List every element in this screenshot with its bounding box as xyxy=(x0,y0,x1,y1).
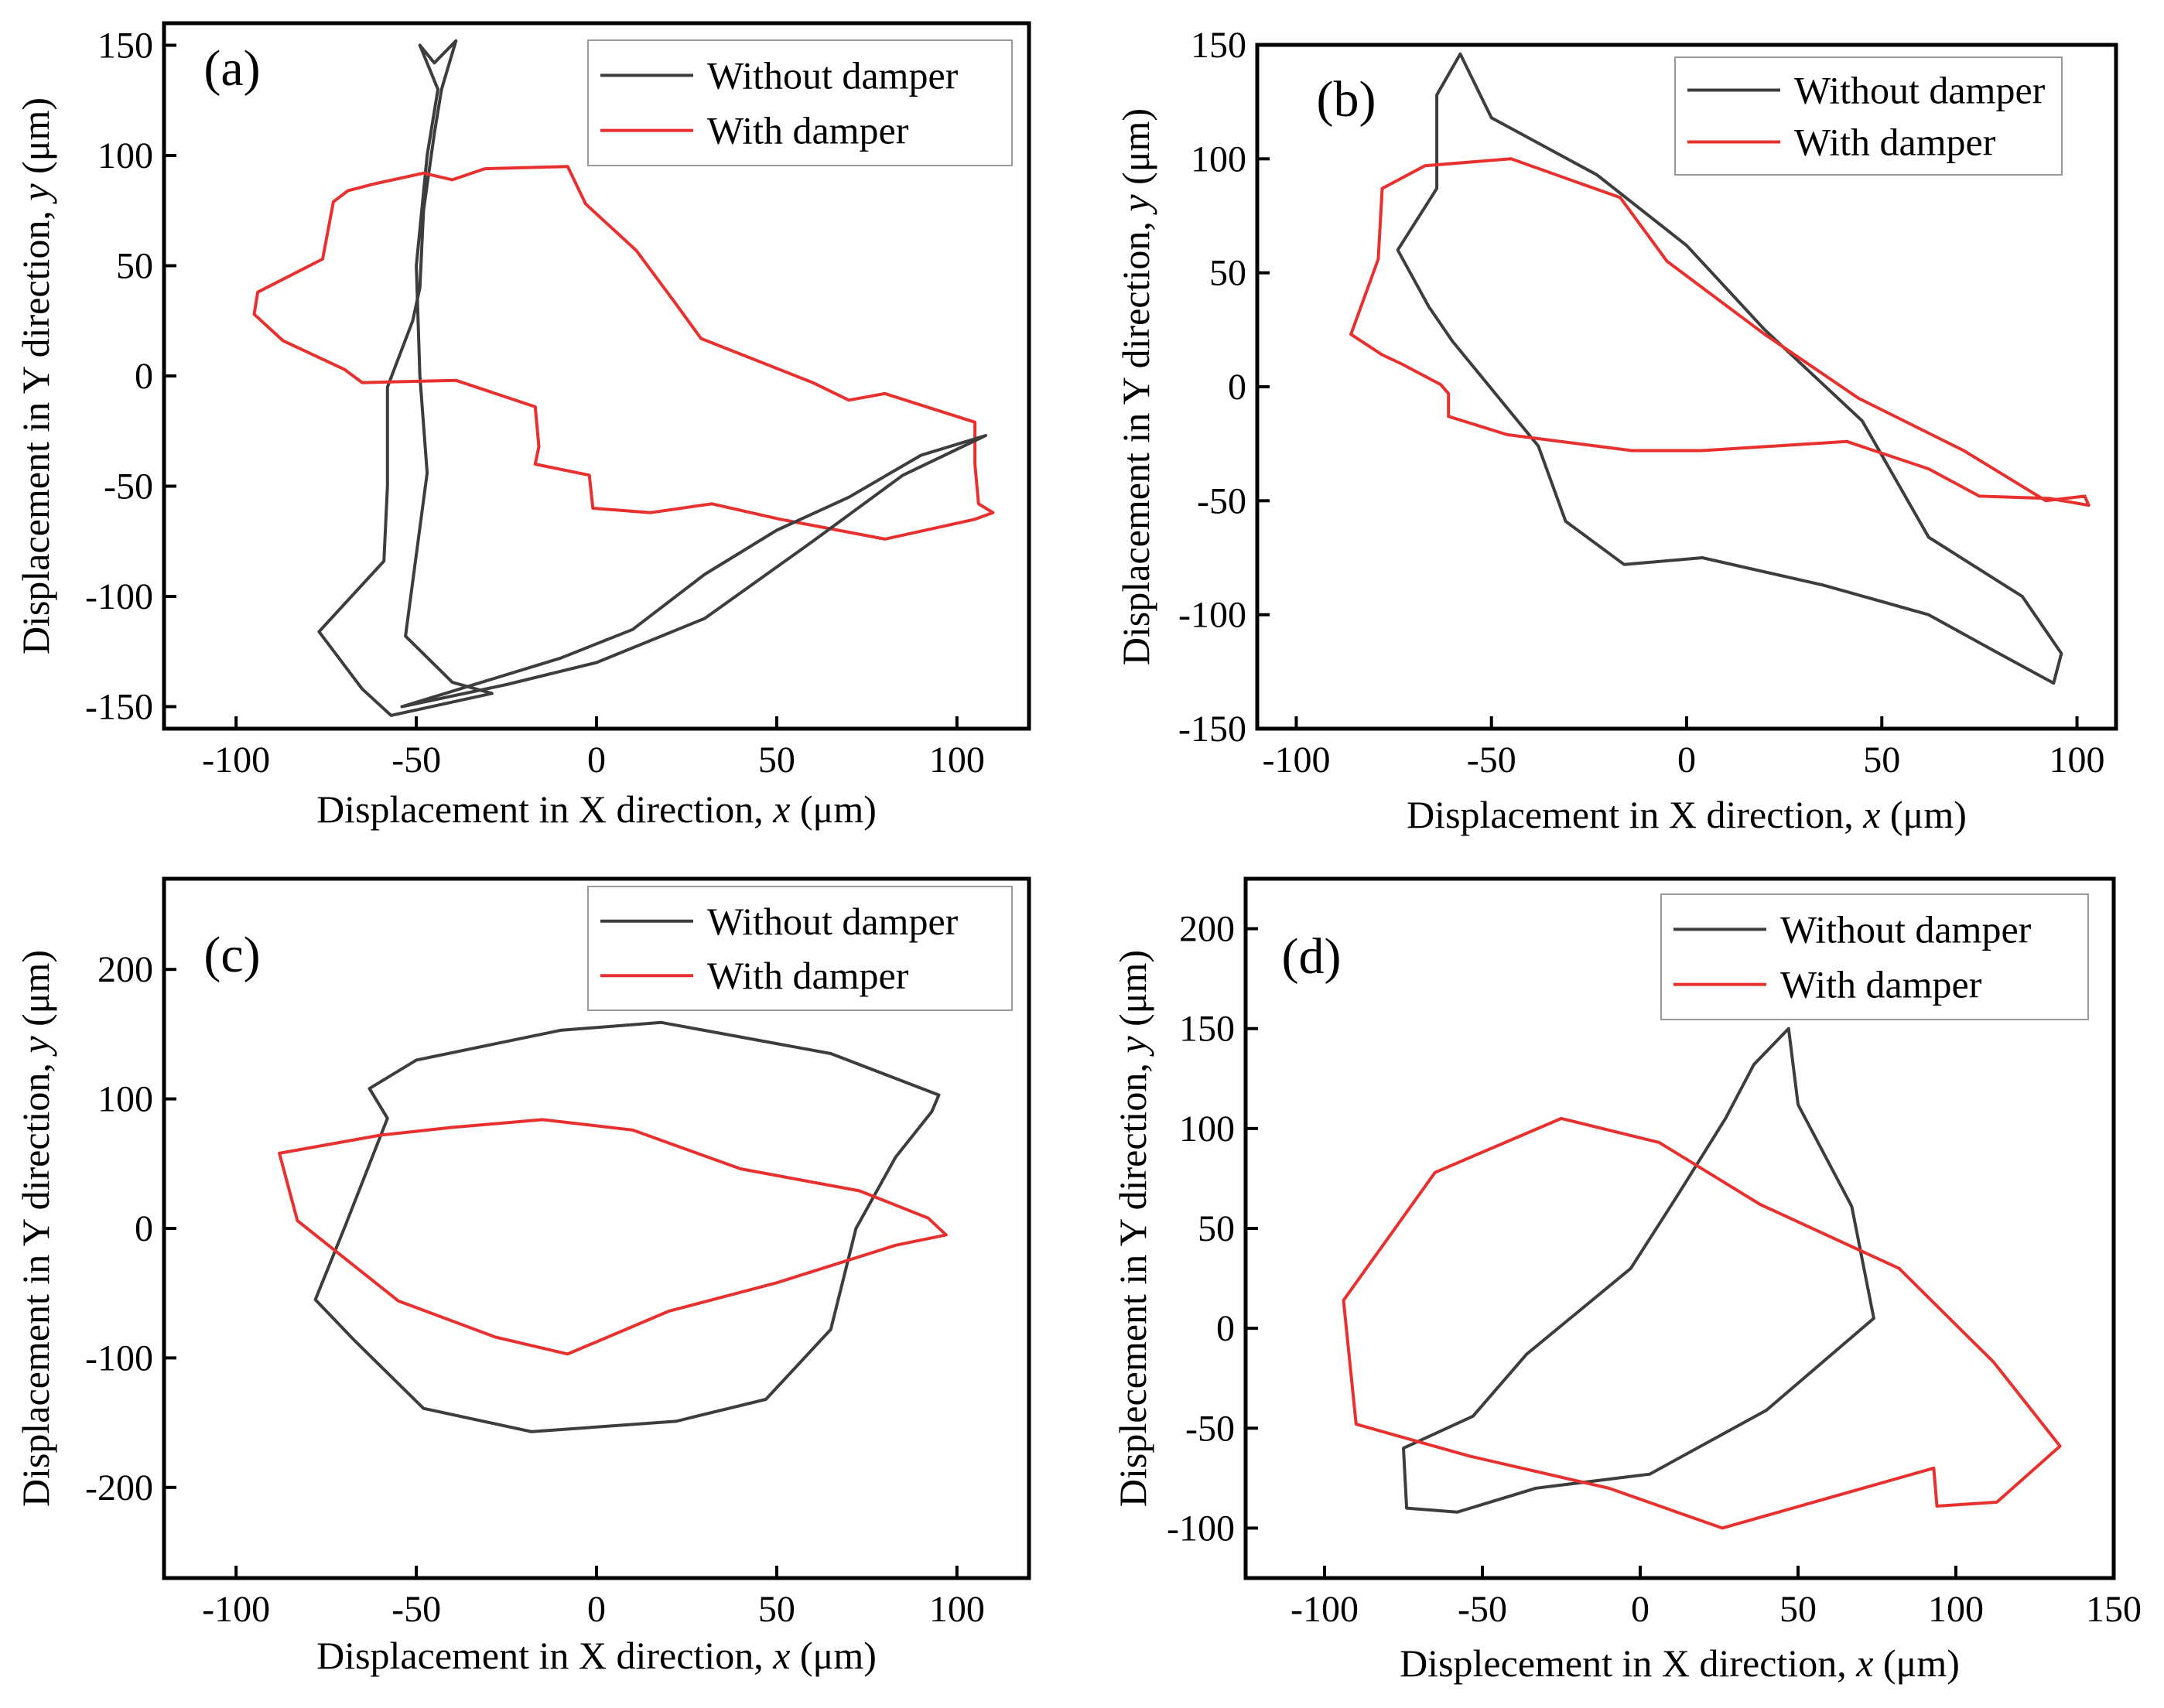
series-line-without-damper xyxy=(317,39,494,717)
series-line-with-damper xyxy=(278,1118,948,1356)
legend-label-with-damper: With damper xyxy=(1780,963,1982,1006)
y-tick-label: 200 xyxy=(97,949,153,990)
y-tick-label: -150 xyxy=(85,687,153,728)
y-axis-title: Displacement in Y direction, y (μm) xyxy=(1114,108,1157,665)
y-tick-label: 150 xyxy=(1179,1009,1235,1050)
x-tick-label: 100 xyxy=(929,740,985,781)
x-tick-label: 100 xyxy=(1928,1589,1984,1630)
series-line-with-damper xyxy=(1342,1116,2062,1530)
chart-panel-1: -100 -50 0 50 100 -150 -100 -50 0 50 100 150 Displac… xyxy=(14,21,1031,831)
y-tick-label: 100 xyxy=(97,135,153,176)
y-tick-label: -200 xyxy=(85,1467,153,1508)
legend-box xyxy=(587,39,1013,166)
y-axis-title: Displacement in Y direction, y (μm) xyxy=(14,97,57,654)
legend: Without damper With damper xyxy=(1660,893,2089,1020)
y-tick-label: 50 xyxy=(1209,253,1246,294)
x-tick-label: -50 xyxy=(1458,1589,1507,1630)
x-tick-label: 100 xyxy=(2049,740,2105,781)
legend-box xyxy=(1660,893,2089,1020)
y-tick-label: -50 xyxy=(1197,480,1246,521)
x-tick-label: -100 xyxy=(1262,740,1330,781)
x-tick-label: 50 xyxy=(1863,740,1900,781)
series-line-without-damper xyxy=(313,1020,941,1433)
chart-panel-3: -100 -50 0 50 100 -200 -100 0 100 200 Displacement… xyxy=(14,876,1031,1677)
y-tick-label: 100 xyxy=(1191,138,1246,179)
x-tick-label: -100 xyxy=(1291,1589,1359,1630)
x-tick-label: -50 xyxy=(391,740,441,781)
y-tick-label: -50 xyxy=(104,466,153,507)
legend: Without damper With damper xyxy=(1674,56,2063,176)
series-line-without-damper xyxy=(1396,52,2063,685)
y-tick-label: 50 xyxy=(116,246,153,287)
y-tick-label: -100 xyxy=(1167,1508,1235,1549)
y-tick-label: -150 xyxy=(1178,709,1246,750)
x-tick-label: 50 xyxy=(758,740,795,781)
y-tick-label: -100 xyxy=(85,1337,153,1378)
x-tick-label: 0 xyxy=(1631,1589,1649,1630)
y-tick-label: -50 xyxy=(1185,1408,1235,1449)
x-tick-label: -50 xyxy=(1467,740,1516,781)
legend-label-without-damper: Without damper xyxy=(1794,69,2046,112)
panel-label: (d) xyxy=(1282,928,1342,985)
y-tick-label: 150 xyxy=(97,26,153,67)
x-tick-label: 0 xyxy=(587,740,606,781)
x-tick-label: 100 xyxy=(929,1589,985,1630)
x-axis-title: Displacement in X direction, x (μm) xyxy=(1407,793,1967,836)
chart-panel-2: -100 -50 0 50 100 -150 -100 -50 0 50 100 150 Displac… xyxy=(1114,25,2118,836)
series-line-with-damper xyxy=(1349,157,2090,507)
series-line-without-damper xyxy=(1402,1027,1875,1514)
legend-label-without-damper: Without damper xyxy=(1780,907,2032,951)
series-line-without-damper xyxy=(400,434,988,709)
x-tick-label: -100 xyxy=(202,740,270,781)
legend-label-with-damper: With damper xyxy=(707,109,909,152)
y-axis-title: Displacement in Y direction, y (μm) xyxy=(14,950,57,1507)
legend-label-with-damper: With damper xyxy=(707,954,909,997)
legend-box xyxy=(1674,56,2063,176)
y-tick-label: 100 xyxy=(1179,1108,1235,1149)
y-tick-label: 0 xyxy=(135,1208,153,1249)
chart-panel-4: -100 -50 0 50 100 150 -100 -50 0 50 100 150 200 Displ… xyxy=(1111,876,2142,1685)
x-tick-label: 50 xyxy=(1779,1589,1817,1630)
x-axis-title: Displacement in X direction, x (μm) xyxy=(316,787,877,831)
y-tick-label: 200 xyxy=(1179,909,1235,950)
legend: Without damper With damper xyxy=(587,39,1013,166)
y-tick-label: -100 xyxy=(1178,595,1246,636)
x-tick-label: 0 xyxy=(1677,740,1696,781)
series-line-with-damper xyxy=(252,165,995,541)
panel-label: (a) xyxy=(203,40,260,97)
legend-label-without-damper: Without damper xyxy=(707,53,959,97)
y-tick-label: 0 xyxy=(1216,1308,1235,1349)
panel-label: (c) xyxy=(203,927,260,983)
x-axis-title: Displecement in X direction, x (μm) xyxy=(1400,1641,1960,1685)
x-tick-label: 50 xyxy=(758,1589,795,1630)
x-tick-label: 150 xyxy=(2086,1589,2142,1630)
y-axis-title: Displecement in Y direction, y (μm) xyxy=(1111,950,1154,1507)
x-tick-label: 0 xyxy=(587,1589,606,1630)
x-tick-label: -50 xyxy=(391,1589,441,1630)
legend-label-with-damper: With damper xyxy=(1794,120,1996,163)
y-tick-label: -100 xyxy=(85,576,153,617)
y-tick-label: 150 xyxy=(1191,25,1246,66)
legend: Without damper With damper xyxy=(587,886,1013,1011)
y-tick-label: 100 xyxy=(97,1079,153,1120)
panel-label: (b) xyxy=(1317,71,1376,128)
y-tick-label: 50 xyxy=(1198,1208,1235,1249)
y-tick-label: 0 xyxy=(135,356,153,397)
legend-box xyxy=(587,886,1013,1011)
x-tick-label: -100 xyxy=(202,1589,270,1630)
x-axis-title: Displacement in X direction, x (μm) xyxy=(316,1634,877,1677)
legend-label-without-damper: Without damper xyxy=(707,900,959,943)
y-tick-label: 0 xyxy=(1228,367,1246,408)
